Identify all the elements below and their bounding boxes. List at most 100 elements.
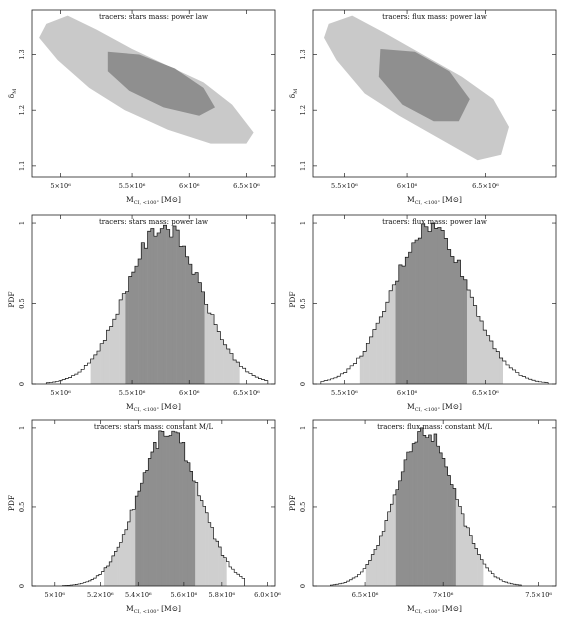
histogram-bar — [182, 442, 186, 586]
histogram-bar — [223, 344, 228, 384]
histogram-bar — [119, 542, 123, 586]
chart-panel-2: 5.5×10⁶ 6×10⁶ 6.5×10⁶ 1.1 1.2 1.3 tracers: flu… — [285, 2, 568, 214]
histogram-bar — [161, 431, 165, 586]
histogram-bar — [166, 436, 170, 586]
histogram-bar — [157, 232, 161, 384]
histogram-bar — [421, 223, 426, 384]
histogram-bar — [208, 522, 212, 586]
histogram-bar — [489, 340, 494, 384]
y-tick-label: 0 — [299, 382, 307, 386]
histogram-bar — [436, 446, 440, 586]
histogram-bar — [191, 274, 196, 384]
y-tick-label: 0.5 — [299, 298, 307, 308]
histogram-bar — [185, 256, 190, 384]
histogram-bar — [200, 500, 204, 586]
x-tick-label: 7.5×10⁶ — [525, 591, 552, 599]
histogram-bar — [424, 226, 429, 384]
histogram-bar — [457, 260, 461, 384]
histogram-bar — [409, 451, 413, 586]
histogram-bar — [387, 511, 391, 586]
histogram-bar — [103, 340, 107, 384]
histogram-bar — [431, 441, 435, 586]
x-tick-label: 6.5×10⁶ — [472, 182, 499, 190]
x-tick-label: 5×10⁶ — [50, 389, 71, 397]
histogram-bar — [176, 230, 180, 384]
panel-title: tracers: flux mass: constant M/L — [377, 423, 492, 431]
histogram-bar — [440, 230, 445, 384]
histogram-bar — [406, 452, 410, 586]
histogram-bar — [385, 302, 390, 384]
histogram-bar — [176, 432, 180, 586]
histogram-bar — [104, 567, 107, 586]
x-axis-label: MCI, <100" [M⊙] — [126, 604, 181, 615]
histogram-bar — [366, 343, 370, 384]
histogram-bar — [174, 431, 178, 586]
y-axis-label: PDF — [288, 495, 297, 511]
histogram-bar — [205, 512, 209, 586]
y-tick-label: 0.5 — [18, 298, 26, 308]
histogram-bar — [369, 336, 374, 384]
histogram-bar — [373, 549, 378, 586]
histogram-bar — [220, 339, 224, 384]
histogram-bar — [140, 483, 144, 586]
x-axis-label: MCI, <100" [M⊙] — [407, 604, 462, 615]
histogram-bar — [218, 546, 222, 586]
histogram-bar — [106, 566, 110, 586]
x-tick-label: 6.5×10⁶ — [233, 182, 260, 190]
histogram-bar — [131, 272, 136, 384]
histogram-bar — [119, 299, 123, 384]
histogram-bar — [112, 319, 117, 384]
y-tick-label: 1.1 — [299, 161, 307, 171]
histogram-bar — [398, 264, 403, 384]
y-tick-label: 0.5 — [299, 502, 307, 512]
histogram-bar — [472, 543, 476, 586]
histogram-bar — [192, 480, 196, 586]
histogram-outline — [320, 222, 549, 384]
chart-svg: 5×10⁶ 5.5×10⁶ 6×10⁶ 6.5×10⁶ 0 0.5 1 tracers: st… — [7, 214, 276, 413]
panel-title: tracers: stars mass: constant M/L — [94, 423, 214, 431]
histogram-bar — [447, 475, 451, 586]
histogram-bar — [233, 359, 237, 384]
x-tick-label: 5×10⁶ — [45, 591, 66, 599]
histogram-bar — [417, 431, 421, 586]
histogram-bar — [184, 460, 188, 586]
histogram-bar — [434, 434, 438, 586]
histogram-bar — [117, 547, 120, 586]
contour-inner-region — [107, 51, 215, 116]
x-tick-label: 5.5×10⁶ — [119, 389, 146, 397]
histogram-bar — [428, 231, 432, 384]
histogram-outline — [45, 224, 269, 384]
histogram-bar — [420, 427, 424, 586]
histogram-bar — [404, 459, 408, 586]
histogram-bar — [124, 529, 128, 586]
panel-title: tracers: stars mass: power law — [99, 13, 208, 21]
histogram-bar — [150, 451, 154, 586]
y-axis-label: PDF — [7, 495, 16, 511]
histogram-bar — [182, 246, 186, 384]
x-tick-label: 5.5×10⁶ — [331, 389, 358, 397]
histogram-bar — [460, 276, 465, 384]
histogram-bar — [153, 236, 158, 384]
histogram-bar — [202, 506, 206, 586]
histogram-bar — [382, 531, 386, 586]
panel-title: tracers: stars mass: power law — [99, 218, 208, 226]
chart-panel-5: 5×10⁶ 5.2×10⁶ 5.4×10⁶ 5.6×10⁶ 5.8×10⁶ 6.0×10⁶… — [4, 412, 287, 623]
histogram-bar — [395, 489, 399, 586]
x-tick-label: 6×10⁶ — [397, 182, 418, 190]
plot-frame — [31, 214, 276, 385]
histogram-bar — [172, 225, 177, 384]
histogram-bar — [392, 284, 396, 384]
chart-panel-4: 5.5×10⁶ 6×10⁶ 6.5×10⁶ 0 0.5 1 tracers: flux ma… — [285, 207, 568, 421]
histogram-bar — [109, 561, 113, 586]
chart-svg: 5.5×10⁶ 6×10⁶ 6.5×10⁶ 1.1 1.2 1.3 tracers: flu… — [288, 9, 557, 206]
histogram-bar — [423, 435, 427, 586]
histogram-bar — [214, 324, 218, 384]
x-tick-label: 6.5×10⁶ — [472, 389, 499, 397]
histogram-bar — [144, 248, 148, 384]
histogram-bar — [138, 259, 142, 384]
histogram-bar — [405, 257, 409, 384]
histogram-bar — [179, 442, 183, 586]
histogram-bar — [122, 293, 126, 384]
x-tick-label: 5.6×10⁶ — [171, 591, 198, 599]
histogram-bar — [141, 242, 145, 384]
